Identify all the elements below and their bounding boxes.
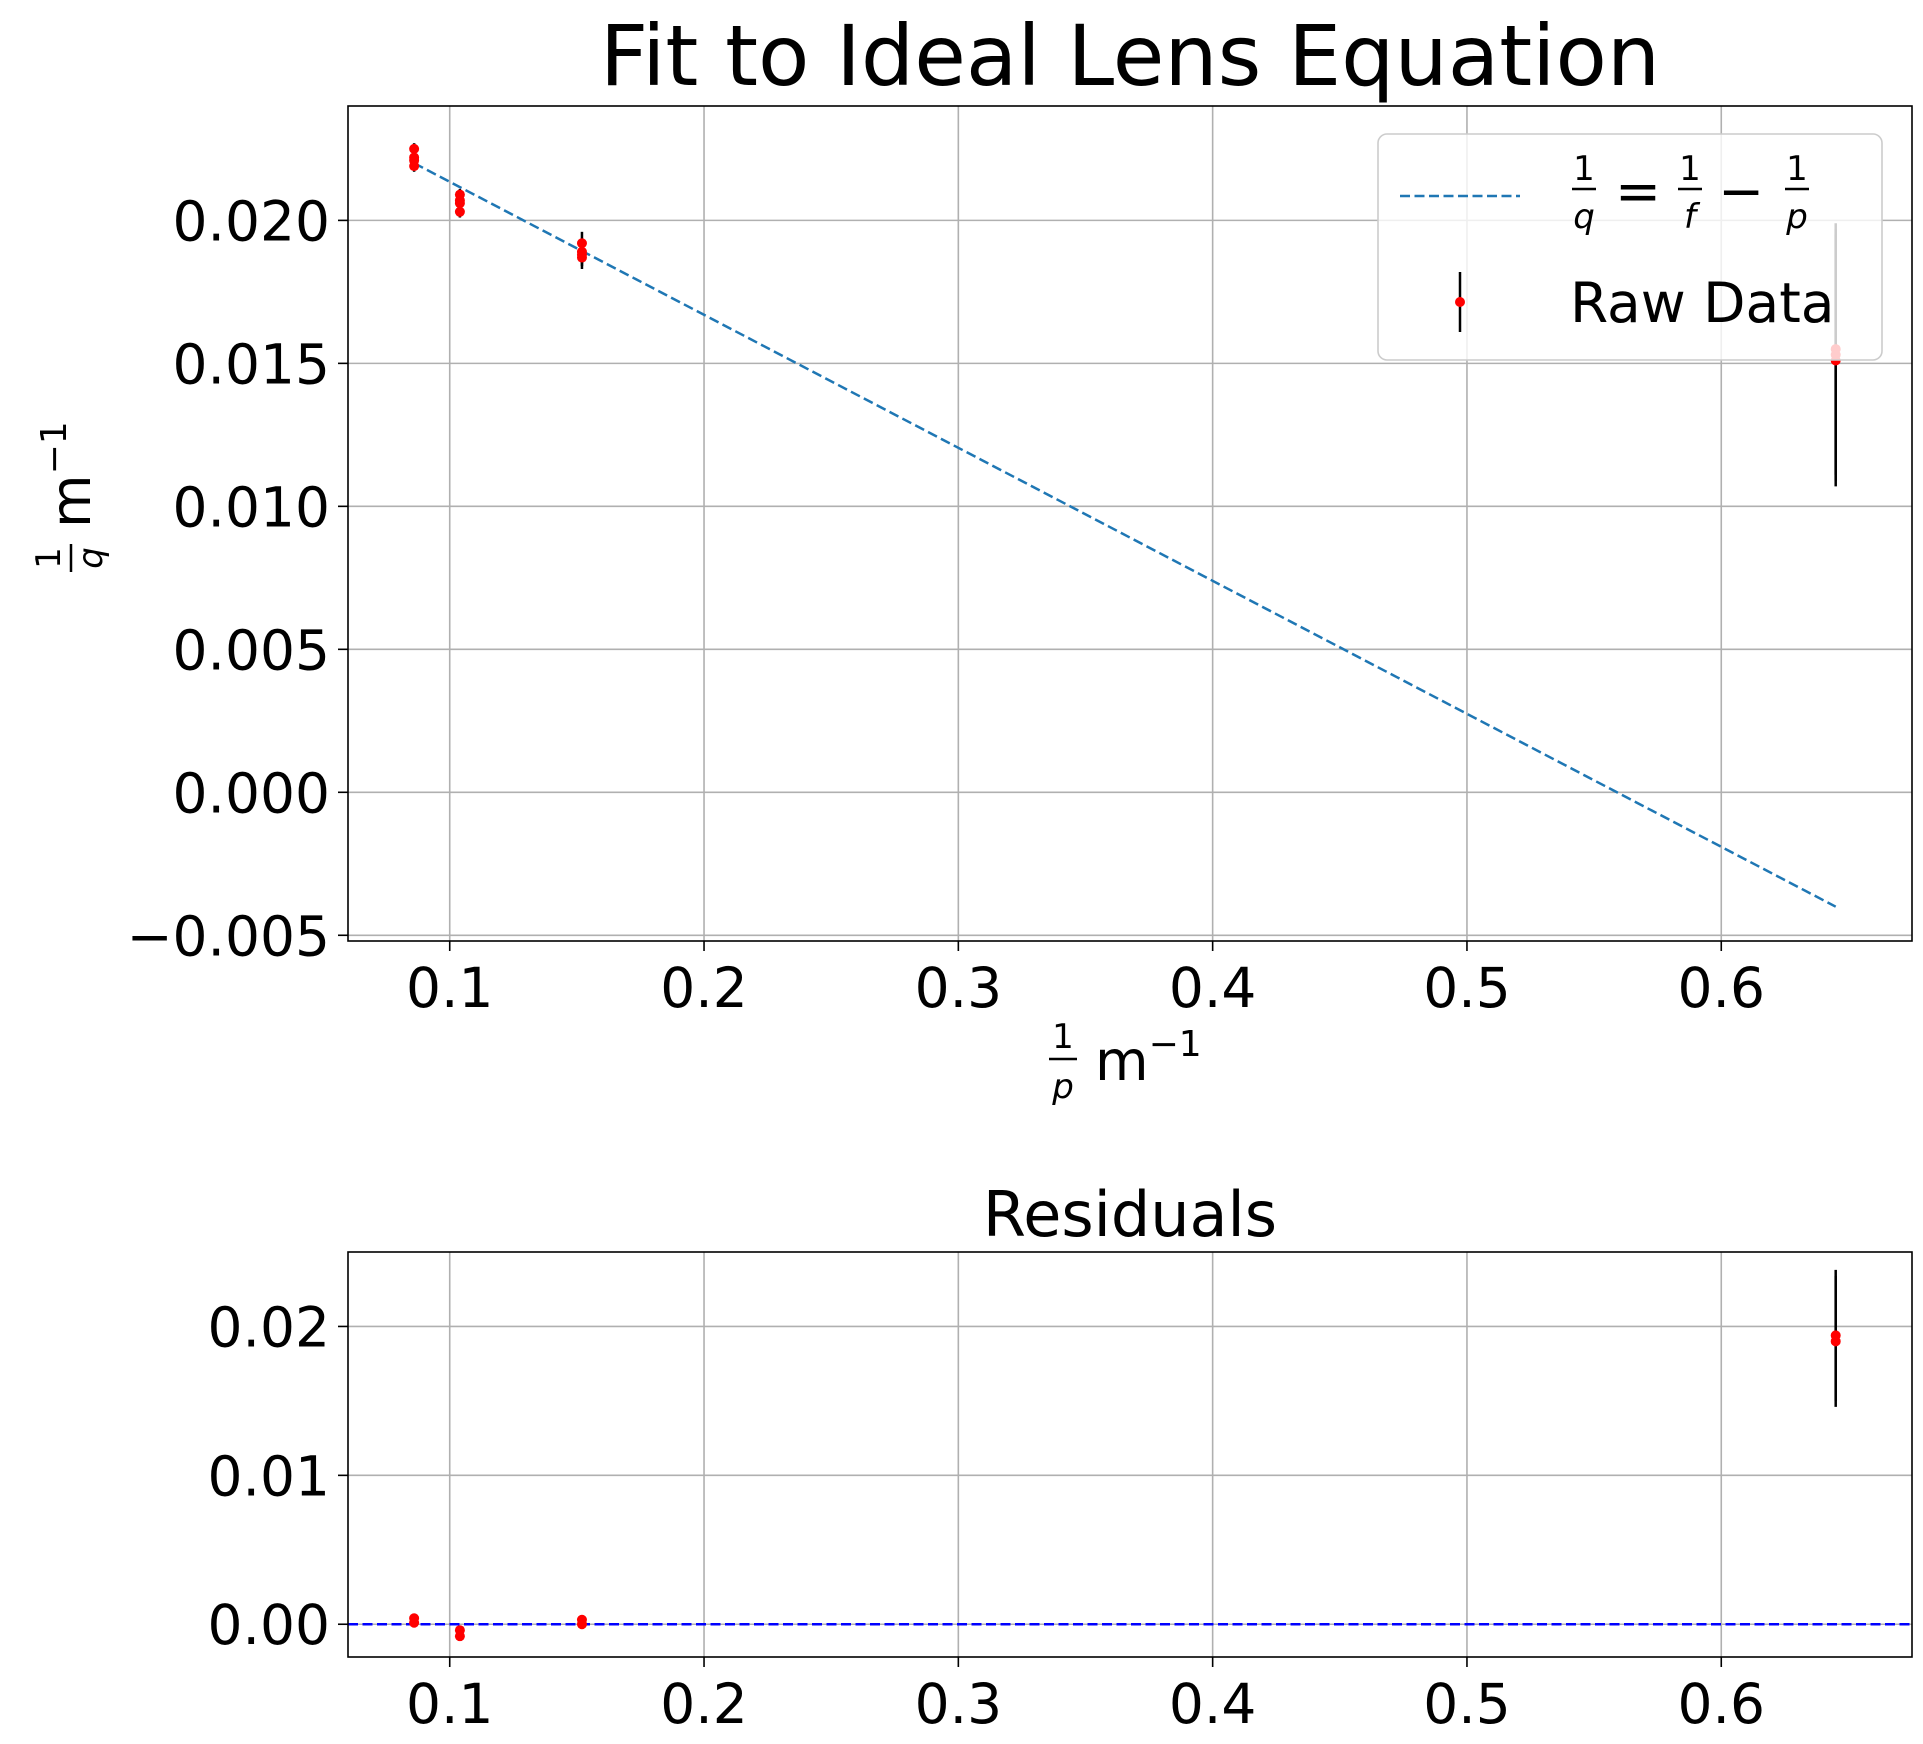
fit-y-tick-label: 0.015 — [173, 332, 330, 396]
residuals-gridlines — [348, 1252, 1912, 1657]
fit-y-tick-label: −0.005 — [126, 904, 330, 968]
svg-text:=: = — [1615, 159, 1661, 223]
legend-marker-swatch — [1455, 297, 1465, 307]
fit-x-tick-label: 0.4 — [1169, 956, 1256, 1020]
fit-y-tick-label: 0.000 — [173, 761, 330, 825]
residuals-x-tick-label: 0.6 — [1678, 1672, 1765, 1736]
legend-frame — [1377, 133, 1883, 361]
residuals-x-tick-label: 0.3 — [915, 1672, 1002, 1736]
residuals-data-point — [576, 1619, 587, 1630]
x-label-frac-den: p — [1051, 1067, 1074, 1107]
residuals-y-tick-label: 0.00 — [208, 1593, 330, 1657]
fit-y-axis-label: 1 q m−1 — [29, 421, 111, 572]
residuals-x-tick-label: 0.2 — [660, 1672, 747, 1736]
y-label-frac-num: 1 — [29, 547, 69, 569]
residuals-y-tick-label: 0.01 — [208, 1444, 330, 1508]
fit-data-point — [409, 143, 420, 154]
residuals-y-tick-label: 0.02 — [208, 1295, 330, 1359]
legend-raw-data-label: Raw Data — [1570, 271, 1835, 335]
residuals-chart-title: Residuals — [983, 1178, 1277, 1251]
residuals-x-tick-label: 0.5 — [1423, 1672, 1510, 1736]
fit-x-tick-label: 0.3 — [915, 956, 1002, 1020]
fit-data-point — [454, 206, 465, 217]
fit-chart-title: Fit to Ideal Lens Equation — [600, 7, 1660, 105]
y-label-frac-den: q — [71, 547, 111, 569]
residuals-data-point — [409, 1617, 420, 1628]
fit-legend: 1 q = 1 f − 1 p Raw Data — [1377, 133, 1883, 361]
fit-x-tick-label: 0.1 — [406, 956, 493, 1020]
fit-x-tick-label: 0.6 — [1678, 956, 1765, 1020]
fit-data-point — [454, 198, 465, 209]
residuals-x-tick-label: 0.4 — [1169, 1672, 1256, 1736]
fit-fit-line — [413, 162, 1837, 908]
svg-text:−: − — [1718, 159, 1764, 223]
residuals-data-point — [1830, 1336, 1841, 1347]
residuals-x-tick-label: 0.1 — [406, 1672, 493, 1736]
svg-text:1: 1 — [1679, 149, 1701, 189]
fit-tick-labels: 0.1 0.2 0.3 0.4 0.5 0.6 −0.005 0.000 0.005 0.010 0… — [126, 189, 1765, 1020]
fit-axes-frame — [347, 105, 1913, 942]
residuals-panel: Residuals 0.1 0.2 0.3 0.4 0.5 0.6 0.00 0.01 0.02 — [208, 1178, 1913, 1736]
svg-text:1: 1 — [1786, 149, 1808, 189]
residuals-axes-frame — [347, 1251, 1913, 1658]
fit-x-tick-label: 0.5 — [1423, 956, 1510, 1020]
svg-text:1: 1 — [1573, 149, 1595, 189]
fit-x-axis-label: 1 p m−1 — [1049, 1017, 1202, 1107]
fit-y-tick-label: 0.005 — [173, 618, 330, 682]
fit-y-tick-label: 0.020 — [173, 189, 330, 253]
y-label-unit: m−1 — [34, 421, 103, 528]
fit-data-point — [576, 238, 587, 249]
fit-data-point — [576, 252, 587, 263]
fit-y-tick-label: 0.010 — [173, 475, 330, 539]
x-label-unit: m−1 — [1095, 1024, 1202, 1093]
residuals-data-point — [454, 1631, 465, 1642]
x-label-frac-num: 1 — [1052, 1017, 1074, 1057]
fit-data-point — [409, 161, 420, 172]
residuals-tick-labels: 0.1 0.2 0.3 0.4 0.5 0.6 0.00 0.01 0.02 — [208, 1295, 1765, 1736]
residuals-series — [348, 1269, 1912, 1642]
svg-text:q: q — [1573, 197, 1595, 237]
svg-text:p: p — [1785, 197, 1808, 237]
fit-x-tick-label: 0.2 — [660, 956, 747, 1020]
fit-panel: Fit to Ideal Lens Equation 0.1 0.2 0.3 0.4 0… — [29, 7, 1913, 1107]
